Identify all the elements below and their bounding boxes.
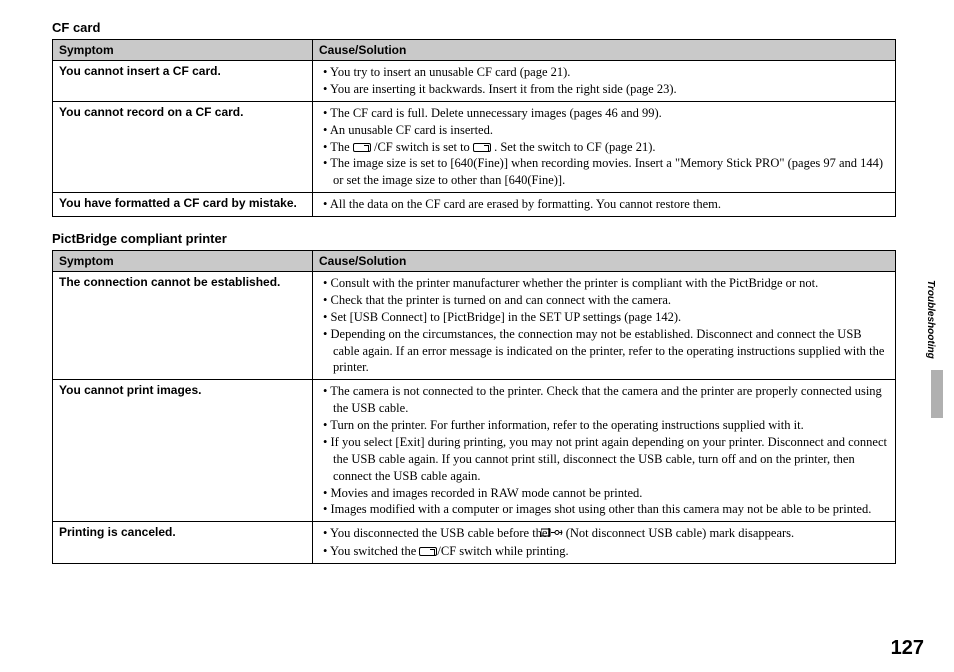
section-title: CF card	[52, 20, 918, 35]
memory-stick-icon	[419, 547, 437, 556]
cause-item: The /CF switch is set to . Set the switc…	[323, 139, 889, 156]
table-row: You cannot record on a CF card. The CF c…	[53, 101, 896, 192]
cell-symptom: The connection cannot be established.	[53, 272, 313, 380]
table-cf-card: Symptom Cause/Solution You cannot insert…	[52, 39, 896, 217]
cause-item: The CF card is full. Delete unnecessary …	[323, 105, 889, 122]
cause-item: Set [USB Connect] to [PictBridge] in the…	[323, 309, 889, 326]
cause-item: An unusable CF card is inserted.	[323, 122, 889, 139]
page-number: 127	[891, 637, 924, 660]
cause-item: Check that the printer is turned on and …	[323, 292, 889, 309]
cell-cause: The CF card is full. Delete unnecessary …	[313, 101, 896, 192]
section-title: PictBridge compliant printer	[52, 231, 918, 246]
cause-item: All the data on the CF card are erased b…	[323, 196, 889, 213]
table-row: You cannot print images. The camera is n…	[53, 380, 896, 522]
memory-stick-icon	[473, 143, 491, 152]
cell-cause: All the data on the CF card are erased b…	[313, 193, 896, 217]
cell-symptom: You cannot insert a CF card.	[53, 61, 313, 102]
th-cause: Cause/Solution	[313, 40, 896, 61]
cell-cause: You disconnected the USB cable before th…	[313, 522, 896, 563]
cell-symptom: Printing is canceled.	[53, 522, 313, 563]
cause-item: Turn on the printer. For further informa…	[323, 417, 889, 434]
table-row: The connection cannot be established. Co…	[53, 272, 896, 380]
side-tab-marker	[931, 370, 943, 418]
th-cause: Cause/Solution	[313, 251, 896, 272]
cell-cause: Consult with the printer manufacturer wh…	[313, 272, 896, 380]
table-row: Printing is canceled. You disconnected t…	[53, 522, 896, 563]
cell-cause: The camera is not connected to the print…	[313, 380, 896, 522]
cell-cause: You try to insert an unusable CF card (p…	[313, 61, 896, 102]
section-pictbridge: PictBridge compliant printer Symptom Cau…	[52, 231, 918, 564]
cause-item: Consult with the printer manufacturer wh…	[323, 275, 889, 292]
cell-symptom: You have formatted a CF card by mistake.	[53, 193, 313, 217]
cause-item: Images modified with a computer or image…	[323, 501, 889, 518]
cause-item: Depending on the circumstances, the conn…	[323, 326, 889, 377]
cause-item: You switched the /CF switch while printi…	[323, 543, 889, 560]
cause-item: The image size is set to [640(Fine)] whe…	[323, 155, 889, 189]
th-symptom: Symptom	[53, 40, 313, 61]
cell-symptom: You cannot record on a CF card.	[53, 101, 313, 192]
cell-symptom: You cannot print images.	[53, 380, 313, 522]
memory-stick-icon	[353, 143, 371, 152]
table-row: You have formatted a CF card by mistake.…	[53, 193, 896, 217]
section-cf-card: CF card Symptom Cause/Solution You canno…	[52, 20, 918, 217]
table-row: You cannot insert a CF card. You try to …	[53, 61, 896, 102]
cause-item: You disconnected the USB cable before th…	[323, 525, 889, 543]
th-symptom: Symptom	[53, 251, 313, 272]
usb-no-disconnect-icon	[551, 526, 563, 543]
side-section-label: Troubleshooting	[925, 280, 936, 359]
cause-item: The camera is not connected to the print…	[323, 383, 889, 417]
cause-item: If you select [Exit] during printing, yo…	[323, 434, 889, 485]
cause-item: Movies and images recorded in RAW mode c…	[323, 485, 889, 502]
cause-item: You try to insert an unusable CF card (p…	[323, 64, 889, 81]
table-pictbridge: Symptom Cause/Solution The connection ca…	[52, 250, 896, 564]
cause-item: You are inserting it backwards. Insert i…	[323, 81, 889, 98]
